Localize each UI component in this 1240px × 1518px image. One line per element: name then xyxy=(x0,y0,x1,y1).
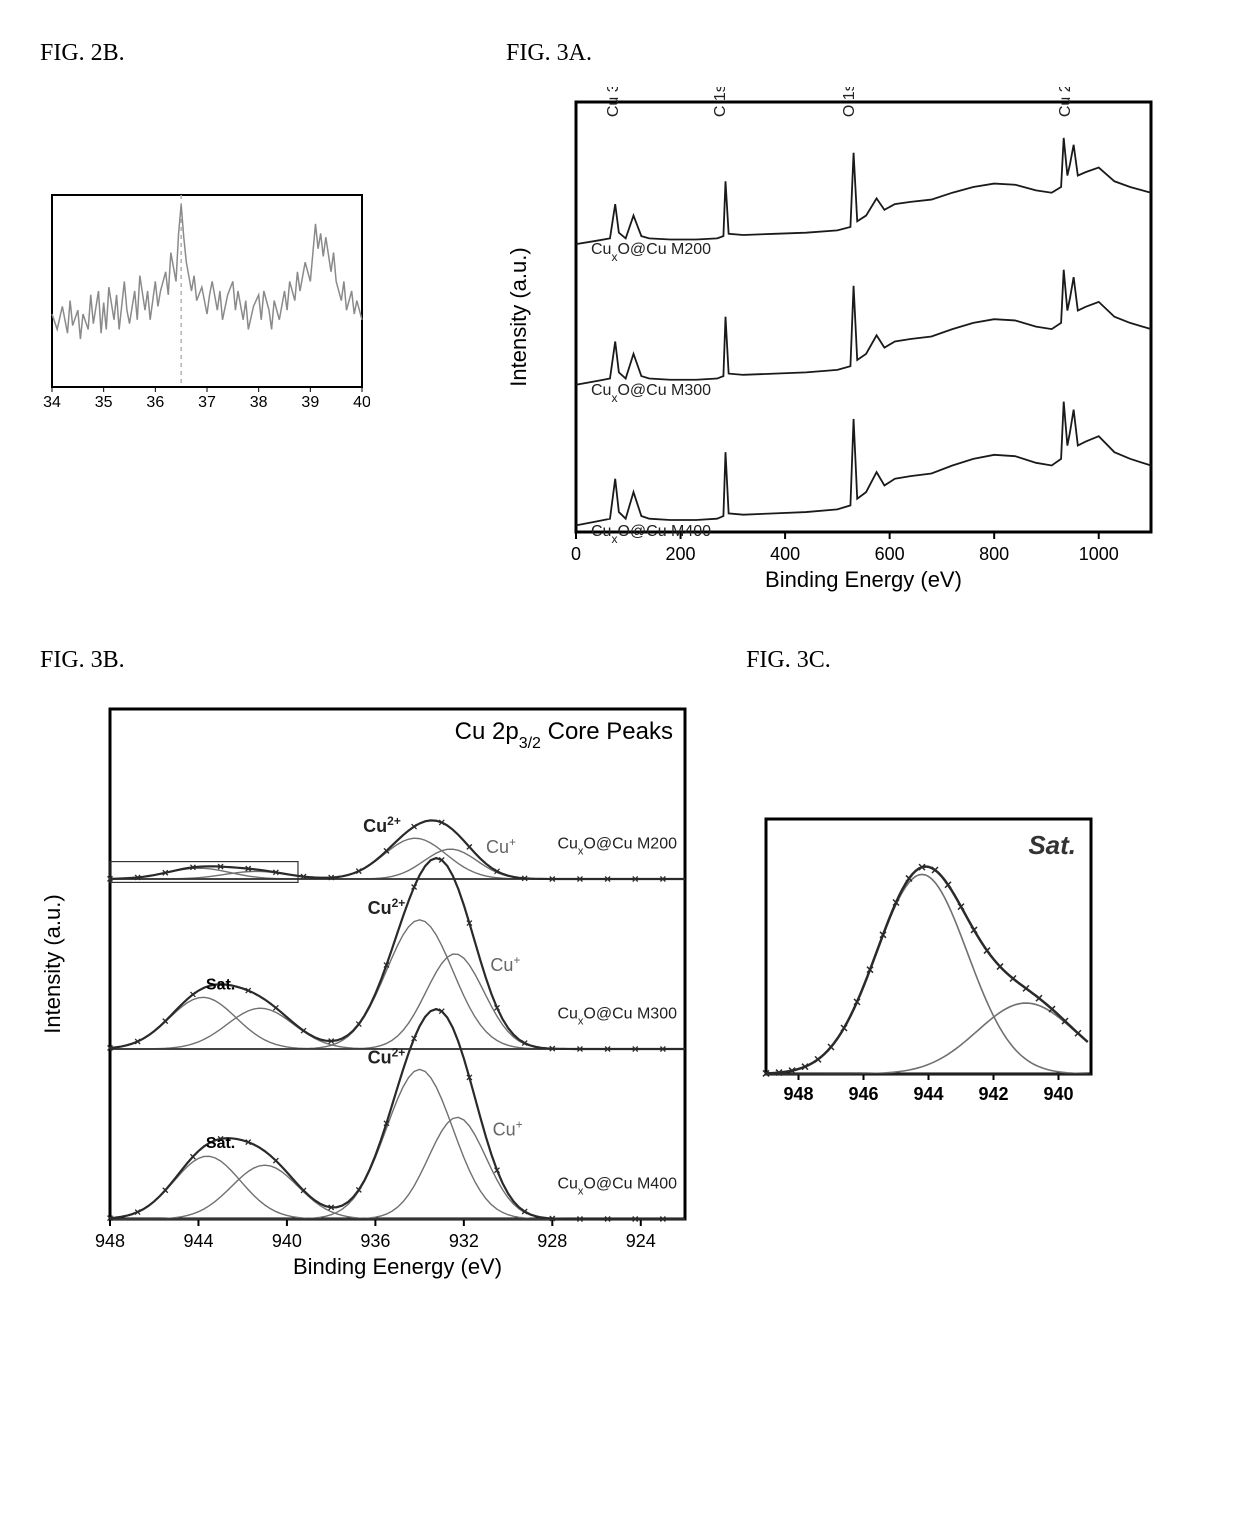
svg-text:Sat.: Sat. xyxy=(206,976,235,993)
fig-3b-chart: 948 944 940 936 932 928 924 Binding Eenergy (eV… xyxy=(40,694,700,1284)
svg-text:1000: 1000 xyxy=(1079,544,1119,564)
svg-text:942: 942 xyxy=(979,1084,1009,1104)
svg-text:948: 948 xyxy=(784,1084,814,1104)
svg-text:924: 924 xyxy=(626,1231,656,1251)
svg-text:C 1s: C 1s xyxy=(712,87,729,117)
fig-3a-chart: 0 200 400 600 800 1000 Binding Energy (eV) Inte… xyxy=(506,87,1166,597)
svg-text:Sat.: Sat. xyxy=(1028,830,1076,860)
svg-text:0: 0 xyxy=(571,544,581,564)
svg-text:800: 800 xyxy=(979,544,1009,564)
row-top: FIG. 2B. 34 35 36 37 38 39 40 FIG. 3A. 0 200 400… xyxy=(40,40,1200,597)
fig-3a-container: FIG. 3A. 0 200 400 600 800 1000 Binding Energy… xyxy=(506,40,1200,597)
fig-2b-container: FIG. 2B. 34 35 36 37 38 39 40 xyxy=(40,40,506,417)
svg-text:39: 39 xyxy=(301,394,319,411)
svg-text:946: 946 xyxy=(849,1084,879,1104)
svg-text:944: 944 xyxy=(183,1231,213,1251)
svg-text:Intensity (a.u.): Intensity (a.u.) xyxy=(506,247,531,386)
fig-3b-label: FIG. 3B. xyxy=(40,647,716,674)
fig-2b-label: FIG. 2B. xyxy=(40,40,506,67)
svg-text:36: 36 xyxy=(146,394,164,411)
fig-2b-chart: 34 35 36 37 38 39 40 xyxy=(40,187,370,417)
svg-text:38: 38 xyxy=(250,394,268,411)
row-bottom: FIG. 3B. 948 944 940 936 932 928 924 Binding Ee… xyxy=(40,647,1200,1284)
svg-text:37: 37 xyxy=(198,394,216,411)
svg-text:40: 40 xyxy=(353,394,370,411)
svg-text:Binding Energy (eV): Binding Energy (eV) xyxy=(765,567,962,592)
svg-text:944: 944 xyxy=(914,1084,944,1104)
svg-text:34: 34 xyxy=(43,394,61,411)
fig-3c-chart: 948 946 944 942 940 Sat. xyxy=(746,804,1106,1124)
fig-3a-label: FIG. 3A. xyxy=(506,40,1200,67)
fig-3c-container: FIG. 3C. 948 946 944 942 940 Sat. xyxy=(716,647,1200,1124)
svg-text:400: 400 xyxy=(770,544,800,564)
svg-text:940: 940 xyxy=(1044,1084,1074,1104)
fig-3c-label: FIG. 3C. xyxy=(746,647,1200,674)
svg-text:O 1s: O 1s xyxy=(841,87,858,117)
svg-text:940: 940 xyxy=(272,1231,302,1251)
svg-text:948: 948 xyxy=(95,1231,125,1251)
svg-text:600: 600 xyxy=(875,544,905,564)
svg-text:Sat.: Sat. xyxy=(206,1135,235,1152)
svg-text:35: 35 xyxy=(95,394,113,411)
svg-text:Intensity (a.u.): Intensity (a.u.) xyxy=(40,894,65,1033)
svg-text:936: 936 xyxy=(360,1231,390,1251)
svg-text:Binding Eenergy (eV): Binding Eenergy (eV) xyxy=(293,1254,502,1279)
svg-text:Cu 3p: Cu 3p xyxy=(605,87,622,117)
fig-3b-container: FIG. 3B. 948 944 940 936 932 928 924 Binding Ee… xyxy=(40,647,716,1284)
svg-text:932: 932 xyxy=(449,1231,479,1251)
svg-text:928: 928 xyxy=(537,1231,567,1251)
svg-text:200: 200 xyxy=(666,544,696,564)
svg-text:CuxO@Cu M400: CuxO@Cu M400 xyxy=(591,523,711,546)
